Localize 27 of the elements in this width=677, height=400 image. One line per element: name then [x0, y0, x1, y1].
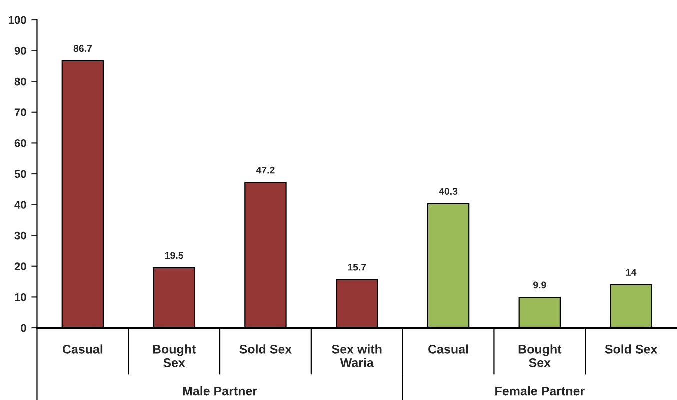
x-tick-label: Casual	[428, 344, 468, 354]
y-tick-label: 60	[14, 139, 26, 148]
data-label: 19.5	[165, 252, 184, 260]
y-tick-label: 0	[21, 324, 26, 332]
y-tick-label: 100	[8, 16, 26, 24]
data-label: 15.7	[348, 264, 366, 271]
y-tick-label: 80	[14, 78, 26, 86]
data-label: 9.9	[533, 282, 546, 289]
data-label: 86.7	[74, 45, 92, 52]
x-tick-label: Bought Sex	[518, 344, 562, 368]
y-tick-label: 10	[15, 293, 26, 302]
x-tick-label: Sold Sex	[605, 344, 658, 354]
data-label: 14	[626, 269, 637, 276]
y-tick-label: 70	[14, 108, 26, 117]
y-tick-label: 30	[14, 232, 26, 240]
y-tick-label: 50	[14, 170, 26, 178]
text: Male Partner	[183, 386, 258, 396]
data-label: 40.3	[439, 188, 458, 196]
x-tick-label: Casual	[62, 344, 103, 354]
data-label: 47.2	[256, 166, 275, 174]
y-tick-label: 20	[14, 262, 26, 271]
x-tick-label: Sex with Waria	[332, 344, 382, 368]
text: Female Partner	[496, 386, 585, 396]
y-tick-label: 90	[14, 47, 26, 55]
x-tick-label: Bought Sex	[153, 344, 196, 368]
y-tick-label: 40	[14, 201, 26, 209]
x-tick-label: Sold Sex	[240, 344, 292, 354]
